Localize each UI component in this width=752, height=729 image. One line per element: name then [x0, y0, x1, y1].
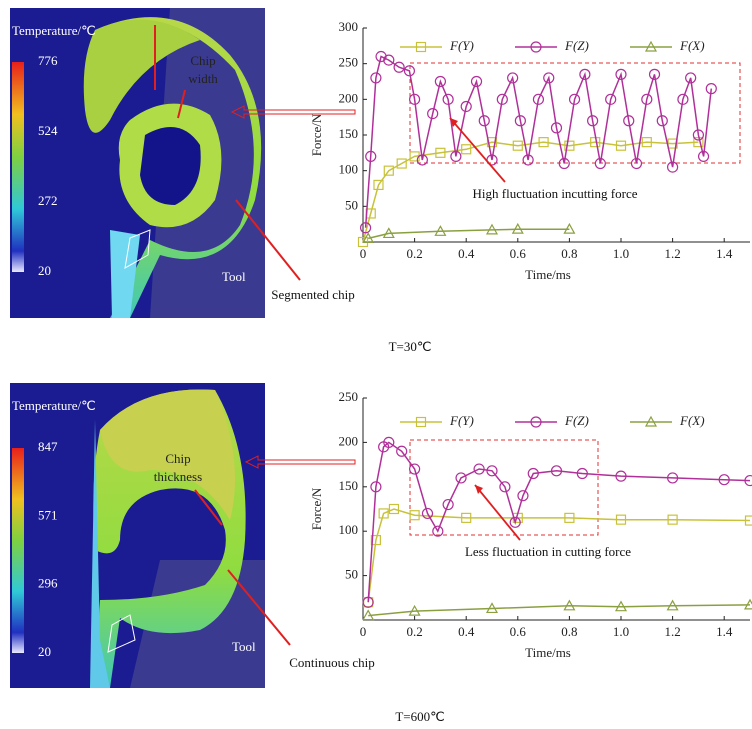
series-line: [368, 229, 569, 238]
colorbar-label: 272: [38, 193, 58, 208]
legend-label: F(X): [679, 38, 705, 53]
colorbar-label: 20: [38, 644, 51, 659]
legend-label: F(Z): [564, 413, 589, 428]
y-tick-label: 200: [339, 433, 359, 448]
figure: Temperature/℃ 776 524 272 20 Chip width Tool Seg…: [0, 0, 752, 729]
x-axis-label: Time/ms: [525, 267, 571, 282]
feature-label: thickness: [154, 469, 202, 484]
chart: 0 0.2 0.4 0.6 0.8 1.0 1.2 1.4 50 100 150 200 250 Time…: [309, 389, 752, 660]
colorbar: [12, 62, 24, 272]
y-tick-label: 150: [339, 126, 359, 141]
legend-label: F(Z): [564, 38, 589, 53]
x-tick-label: 1.4: [716, 624, 733, 639]
colorbar-label: 571: [38, 507, 58, 522]
y-tick-label: 200: [339, 90, 359, 105]
x-tick-label: 0.6: [510, 624, 527, 639]
x-tick-label: 1.2: [664, 624, 680, 639]
annotation: Less fluctuation in cutting force: [465, 544, 631, 559]
colorbar-label: 296: [38, 576, 58, 591]
chip-label: Segmented chip: [271, 287, 354, 302]
annotation: High fluctuation incutting force: [473, 186, 638, 201]
feature-label: Chip: [190, 53, 215, 68]
x-tick-label: 1.0: [613, 624, 629, 639]
y-tick-label: 100: [339, 162, 359, 177]
x-tick-label: 0: [360, 246, 367, 261]
x-tick-label: 0.4: [458, 246, 475, 261]
x-tick-label: 0: [360, 624, 367, 639]
charts: 0 0.2 0.4 0.6 0.8 1.0 1.2 1.4 50 100 150 200 250 300 T…: [309, 19, 752, 660]
x-tick-label: 0.4: [458, 624, 475, 639]
colorbar-label: 847: [38, 439, 58, 454]
y-axis-label: Force/N: [309, 487, 324, 530]
legend-title: Temperature/℃: [12, 398, 96, 413]
y-tick-label: 250: [339, 55, 359, 70]
x-axis-label: Time/ms: [525, 645, 571, 660]
y-tick-label: 150: [339, 478, 359, 493]
y-tick-label: 100: [339, 522, 359, 537]
legend-title: Temperature/℃: [12, 23, 96, 38]
series-line: [368, 605, 750, 616]
caption: T=30℃: [389, 339, 432, 354]
y-tick-label: 300: [339, 19, 359, 34]
caption: T=600℃: [395, 709, 444, 724]
chip-label: Continuous chip: [289, 655, 375, 670]
x-tick-label: 0.2: [406, 246, 422, 261]
x-tick-label: 1.0: [613, 246, 629, 261]
colorbar: [12, 448, 24, 653]
x-tick-label: 0.8: [561, 624, 577, 639]
x-tick-label: 1.4: [716, 246, 733, 261]
x-tick-label: 0.6: [510, 246, 527, 261]
x-tick-label: 1.2: [664, 246, 680, 261]
x-tick-label: 0.2: [406, 624, 422, 639]
y-axis-label: Force/N: [309, 113, 324, 156]
colorbar-label: 20: [38, 263, 51, 278]
y-tick-label: 50: [345, 567, 358, 582]
chart: 0 0.2 0.4 0.6 0.8 1.0 1.2 1.4 50 100 150 200 250 300 T…: [309, 19, 750, 282]
colorbar-label: 524: [38, 123, 58, 138]
legend-label: F(Y): [449, 38, 474, 53]
y-tick-label: 250: [339, 389, 359, 404]
y-tick-label: 50: [345, 197, 358, 212]
feature-label: width: [188, 71, 218, 86]
colorbar-label: 776: [38, 53, 58, 68]
legend-label: F(Y): [449, 413, 474, 428]
x-tick-label: 0.8: [561, 246, 577, 261]
annotation-arrow: [475, 485, 520, 540]
feature-label: Chip: [165, 451, 190, 466]
tool-label: Tool: [222, 269, 246, 284]
legend-label: F(X): [679, 413, 705, 428]
tool-label: Tool: [232, 639, 256, 654]
